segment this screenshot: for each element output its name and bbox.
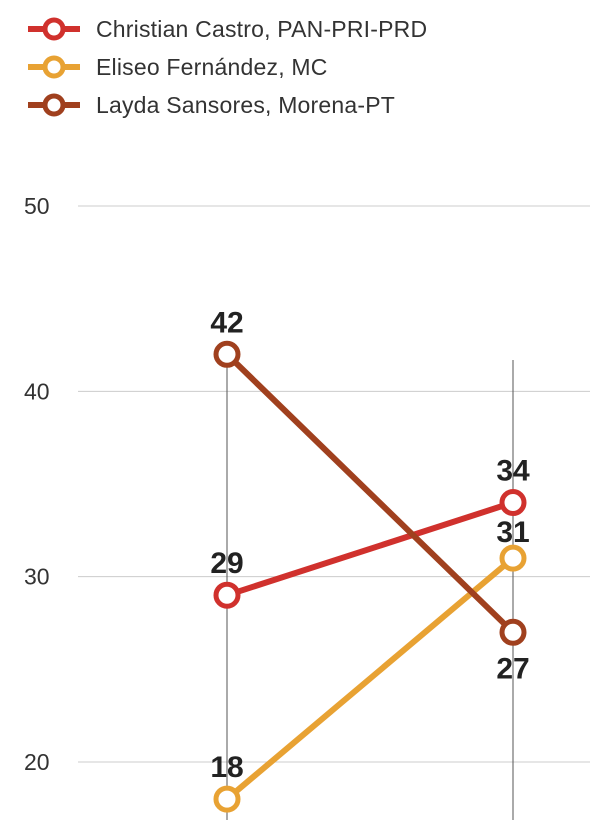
y-tick-label-20: 20 (24, 749, 50, 775)
legend-label-castro: Christian Castro, PAN-PRI-PRD (96, 15, 428, 42)
legend-swatch-castro (28, 17, 80, 41)
data-label-2-1: 27 (496, 652, 529, 685)
data-label-2-0: 42 (210, 306, 243, 339)
legend-item-fernandez: Eliseo Fernández, MC (28, 48, 427, 86)
series-line-2 (224, 352, 516, 635)
legend-item-sansores: Layda Sansores, Morena-PT (28, 86, 427, 124)
data-label-0-0: 29 (210, 547, 243, 580)
point-marker-1-0 (213, 785, 241, 813)
data-label-0-1: 34 (496, 455, 530, 488)
legend: Christian Castro, PAN-PRI-PRD Eliseo Fer… (28, 10, 427, 124)
legend-label-fernandez: Eliseo Fernández, MC (96, 53, 328, 80)
data-label-1-0: 18 (210, 751, 243, 784)
legend-swatch-fernandez (28, 55, 80, 79)
legend-label-sansores: Layda Sansores, Morena-PT (96, 91, 396, 118)
y-tick-label-40: 40 (24, 378, 50, 404)
point-marker-0-1 (499, 489, 527, 517)
point-marker-2-1 (499, 618, 527, 646)
legend-swatch-sansores (28, 93, 80, 117)
y-tick-label-50: 50 (24, 193, 50, 219)
legend-item-castro: Christian Castro, PAN-PRI-PRD (28, 10, 427, 48)
point-marker-2-0 (213, 340, 241, 368)
point-marker-1-1 (499, 544, 527, 572)
data-label-1-1: 31 (496, 516, 529, 549)
series-line-0 (226, 499, 514, 599)
y-tick-label-30: 30 (24, 564, 50, 590)
series-line-1 (225, 555, 515, 802)
point-marker-0-0 (213, 581, 241, 609)
